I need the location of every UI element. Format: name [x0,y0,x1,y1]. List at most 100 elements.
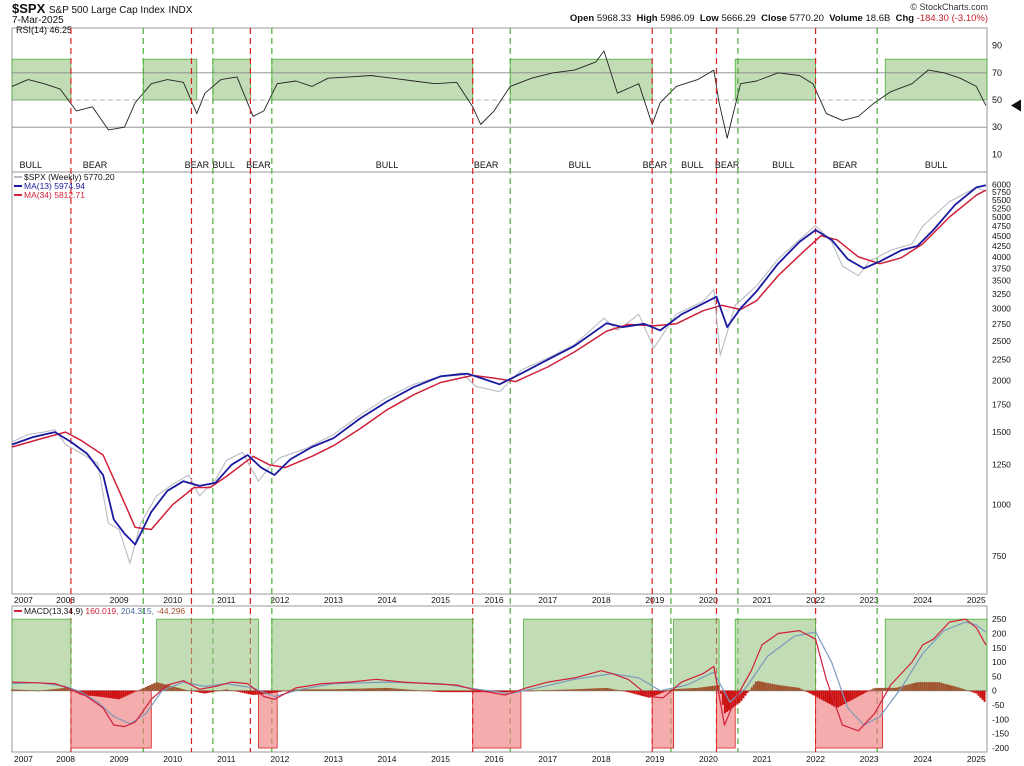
macd-histogram-bar [472,690,475,693]
macd-histogram-bar [944,683,947,691]
macd-histogram-bar [713,685,716,691]
macd-histogram-bar [157,682,160,691]
price-tick-label: 5000 [992,212,1011,222]
macd-histogram-bar [353,688,356,691]
macd-histogram-bar [70,690,73,692]
macd-histogram-bar [287,690,290,692]
macd-histogram-bar [56,688,59,691]
macd-histogram-bar [340,689,343,691]
price-x-tick-label: 2014 [378,595,397,605]
macd-histogram-bar [872,688,875,691]
macd-histogram-bar [204,690,207,694]
macd-histogram-bar [433,690,436,692]
macd-histogram-bar [418,690,421,692]
macd-histogram-bar [268,690,271,694]
macd-histogram-bar [301,689,304,691]
macd-histogram-bar [437,690,440,693]
regime-label: BULL [376,160,399,170]
macd-histogram-bar [381,687,384,691]
close-label: Close [761,13,787,24]
macd-histogram-bar [635,690,638,695]
macd-histogram-bar [668,689,671,691]
price-panel-frame [11,171,988,595]
macd-histogram-bar [17,689,20,691]
macd-histogram-bar [307,689,310,691]
macd-histogram-bar [375,688,378,691]
macd-histogram-bar [546,690,549,691]
macd-x-tick-label: 2022 [806,754,825,764]
macd-histogram-bar [622,690,625,692]
rsi-line [11,50,987,139]
macd-histogram-bar [841,690,844,706]
price-tick-label: 3750 [992,263,1011,273]
macd-histogram-bar [149,685,152,691]
macd-histogram-bar [707,686,710,691]
macd-histogram-bar [425,690,428,692]
macd-histogram-bar [221,690,224,691]
macd-histogram-bar [942,683,945,691]
macd-histogram-bar [627,690,630,693]
macd-histogram-bar [620,690,623,692]
macd-histogram-bar [60,688,63,691]
price-x-tick-label: 2021 [753,595,772,605]
macd-histogram-bar [153,683,156,691]
macd-histogram-bar [142,687,145,691]
macd-histogram-bar [398,688,401,691]
macd-histogram-bar [892,687,895,691]
macd-histogram-bar [210,690,213,693]
macd-histogram-bar [243,690,246,694]
macd-histogram-bar [379,688,382,691]
macd-tick-label: 150 [992,643,1006,653]
macd-histogram-bar [606,688,609,691]
macd-histogram-bar [660,690,663,694]
macd-histogram-bar [719,690,722,694]
macd-histogram-bar [400,689,403,691]
macd-bull-box [884,618,988,692]
macd-histogram-bar [99,690,102,697]
macd-histogram-bar [19,689,22,691]
macd-histogram-bar [682,688,685,691]
macd-histogram-bar [227,689,230,691]
macd-histogram-bar [816,690,819,698]
macd-histogram-bar [270,690,273,694]
macd-histogram-bar [219,690,222,692]
macd-histogram-bar [791,686,794,691]
macd-histogram-bar [882,687,885,691]
macd-histogram-bar [427,690,430,692]
macd-histogram-bar [322,689,325,691]
macd-bear-box [472,690,522,749]
macd-histogram-bar [159,683,162,691]
macd-histogram-bar [857,690,860,697]
macd-histogram-bar [503,690,506,693]
macd-histogram-bar [697,687,700,691]
macd-histogram-bar [763,682,766,691]
macd-histogram-bar [911,683,914,691]
macd-histogram-bar [750,687,753,691]
macd-histogram-bar [602,688,605,691]
macd-histogram-bar [969,690,972,692]
macd-histogram-bar [27,690,30,691]
macd-histogram-bar [610,688,613,691]
macd-bear-box [651,690,675,749]
macd-x-tick-label: 2025 [967,754,986,764]
regime-label: BULL [772,160,795,170]
macd-histogram-bar [66,688,69,691]
macd-histogram-bar [884,687,887,691]
macd-x-tick-label: 2018 [592,754,611,764]
macd-histogram-bar [979,690,982,698]
macd-histogram-bar [725,690,728,712]
macd-histogram-bar [981,690,984,700]
macd-histogram-bar [932,682,935,691]
macd-histogram-bar [715,685,718,691]
price-x-tick-label: 2024 [913,595,932,605]
price-tick-label: 1000 [992,500,1011,510]
price-tick-label: 1750 [992,400,1011,410]
regime-label: BULL [212,160,235,170]
macd-histogram-bar [449,690,452,693]
regime-label: BEAR [185,160,210,170]
macd-histogram-bar [476,690,479,693]
price-x-tick-label: 2013 [324,595,343,605]
macd-histogram-bar [359,688,362,691]
